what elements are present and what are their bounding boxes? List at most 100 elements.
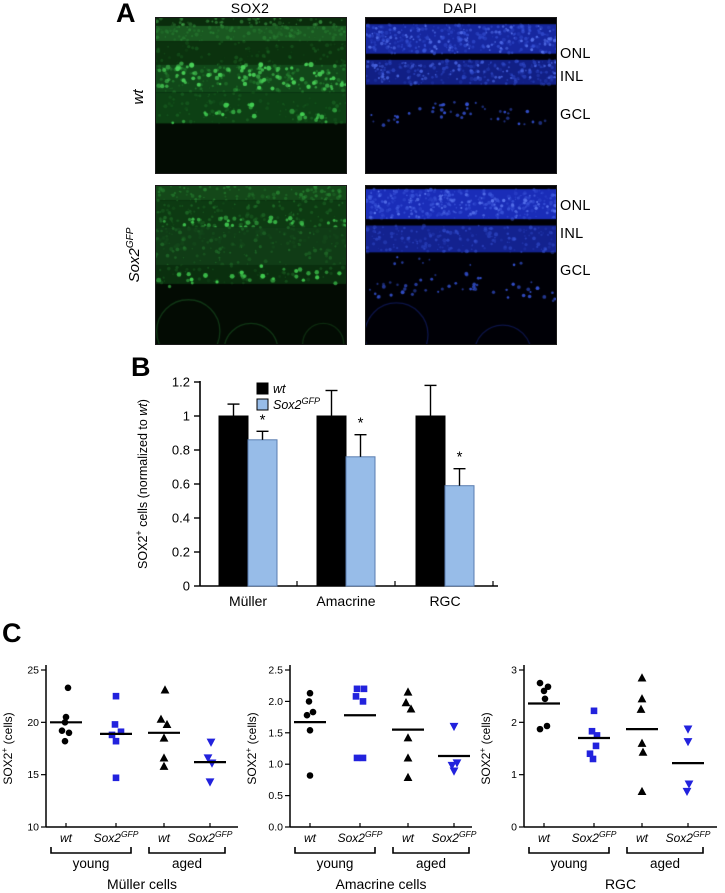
data-point	[352, 693, 360, 700]
plot-title: Amacrine cells	[335, 876, 426, 892]
data-point	[305, 698, 313, 705]
significance-asterisk: *	[358, 415, 364, 432]
significance-asterisk: *	[260, 411, 266, 428]
y-tick-label: 0	[511, 822, 517, 834]
bar-wt	[415, 415, 446, 587]
data-point	[593, 732, 601, 739]
plot-title: Müller cells	[107, 876, 177, 892]
row-label-sox2gfp: Sox2GFP	[125, 228, 143, 283]
data-point	[112, 692, 120, 700]
legend-swatch-Sox2GFP	[256, 398, 269, 411]
panel-c-label: C	[2, 618, 22, 648]
group-label: wt	[158, 831, 171, 845]
y-axis-title: SOX2+ (cells)	[243, 712, 259, 784]
age-group-label: aged	[416, 856, 446, 871]
category-label: Amacrine	[316, 593, 375, 609]
data-point	[544, 683, 552, 691]
y-tick-label: 20	[27, 717, 39, 729]
age-group-label: young	[317, 856, 354, 871]
data-point	[306, 772, 314, 779]
data-point	[353, 685, 361, 693]
data-point	[447, 761, 457, 771]
age-bracket	[50, 847, 132, 854]
data-point	[403, 753, 413, 762]
group-label: wt	[60, 831, 73, 845]
data-point	[449, 767, 459, 776]
data-point	[590, 707, 598, 715]
data-point	[159, 753, 169, 762]
data-point	[684, 780, 694, 789]
data-point	[536, 679, 544, 687]
panel-b-label: B	[131, 352, 151, 382]
y-tick-label: 25	[27, 665, 39, 677]
data-point	[62, 713, 70, 721]
column-title-dapi: DAPI	[443, 0, 477, 16]
group-label: wt	[402, 831, 415, 845]
y-tick-label: 2.0	[268, 696, 283, 708]
data-point	[637, 786, 647, 796]
micrograph-wt-dapi	[365, 17, 557, 174]
data-point	[589, 755, 597, 763]
bar-chart-sox2-cells: 0 0.2 0.4 0.6 0.8 1 1.2 SOX2+ cells (normalized…	[134, 375, 498, 609]
data-point	[61, 737, 69, 745]
group-label: Sox2GFP	[188, 829, 233, 845]
y-tick-label: 1.0	[268, 759, 283, 771]
dot-plot-muller-cells: 10 15 20 25 SOX2+ (cells) wt Sox2GFP wt Sox2GFP y…	[0, 665, 238, 892]
data-point	[112, 737, 120, 745]
data-point	[406, 704, 416, 713]
y-tick-label: 0.5	[268, 790, 283, 802]
group-label: Sox2GFP	[338, 829, 383, 845]
data-point	[541, 695, 549, 703]
data-point	[159, 761, 169, 770]
data-point	[206, 738, 216, 747]
data-point	[682, 787, 692, 797]
data-point	[452, 759, 462, 768]
bar-Sox2GFP	[247, 439, 278, 587]
micrograph-wt-sox2	[155, 17, 347, 174]
legend-label-wt: wt	[273, 382, 286, 396]
age-group-label: aged	[172, 856, 202, 871]
y-tick-label: 0.0	[268, 822, 283, 834]
data-point	[207, 759, 217, 768]
data-point	[156, 714, 166, 723]
legend-swatch-wt	[256, 382, 269, 395]
group-label: wt	[636, 831, 649, 845]
y-tick-label: 0	[183, 579, 190, 594]
panel-a-label: A	[116, 0, 136, 28]
y-tick-label: 3	[511, 665, 517, 677]
bar-wt	[316, 415, 347, 587]
data-point	[403, 733, 413, 742]
age-bracket	[626, 847, 704, 854]
data-point	[360, 685, 368, 693]
data-point	[637, 694, 647, 703]
micrograph-sox2gfp-dapi	[365, 185, 557, 345]
group-label: Sox2GFP	[572, 829, 617, 845]
age-group-label: young	[73, 856, 110, 871]
group-label: Sox2GFP	[94, 829, 139, 845]
data-point	[159, 733, 169, 742]
y-tick-label: 0.6	[172, 477, 190, 492]
y-tick-label: 0.4	[172, 511, 190, 526]
y-tick-label: 15	[27, 769, 39, 781]
data-point	[637, 738, 647, 747]
data-point	[636, 704, 646, 713]
layer-label-onl-row2: ONL	[560, 198, 591, 214]
data-point	[401, 698, 411, 707]
category-label: Müller	[229, 593, 267, 609]
data-point	[536, 725, 544, 733]
data-point	[112, 774, 120, 782]
data-point	[543, 722, 551, 730]
age-group-label: aged	[650, 856, 680, 871]
data-point	[65, 729, 73, 737]
data-point	[637, 673, 647, 682]
data-point	[403, 687, 413, 696]
age-group-label: young	[551, 856, 588, 871]
plot-title: RGC	[605, 876, 636, 892]
y-tick-label: 1.2	[172, 375, 190, 390]
data-point	[359, 698, 367, 705]
data-point	[162, 719, 172, 729]
y-tick-label: 2.5	[268, 665, 283, 677]
data-point	[117, 728, 125, 736]
dot-plot-rgc: 0 1 2 3 SOX2+ (cells) wt Sox2GFP wt Sox2GFP young…	[477, 665, 717, 892]
